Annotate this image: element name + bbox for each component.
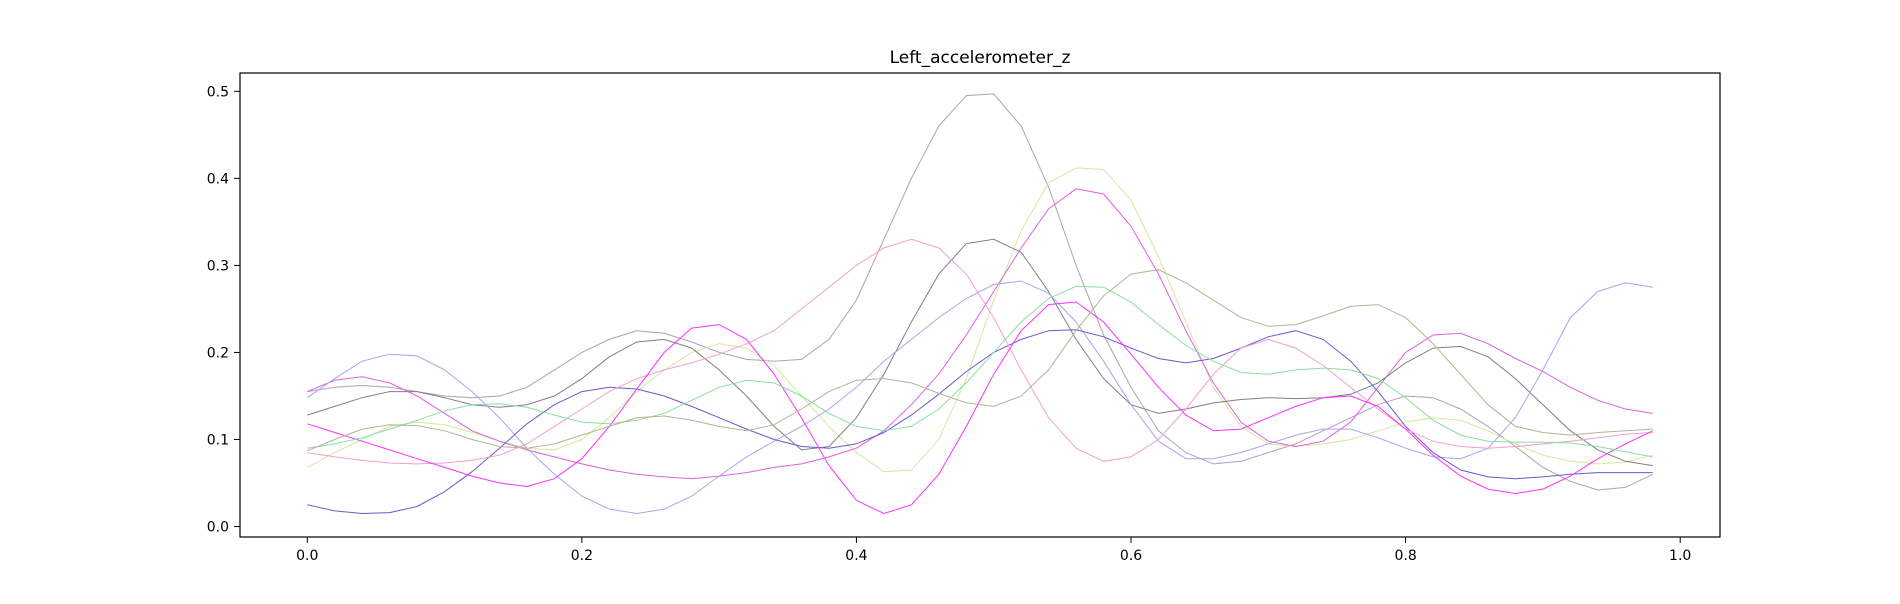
series-line-10 bbox=[307, 269, 1653, 452]
y-tick-label: 0.2 bbox=[207, 345, 229, 361]
y-tick-label: 0.0 bbox=[207, 520, 229, 536]
x-axis: 0.0 0.2 0.4 0.6 0.8 1.0 bbox=[296, 537, 1691, 564]
chart-title: Left_accelerometer_z bbox=[890, 48, 1071, 68]
series-line-7 bbox=[307, 238, 1653, 465]
series-line-8 bbox=[307, 301, 1653, 515]
series-line-9 bbox=[307, 285, 1653, 458]
x-tick-label: 1.0 bbox=[1669, 548, 1691, 564]
x-tick-label: 0.0 bbox=[296, 548, 318, 564]
series-line-5 bbox=[307, 280, 1653, 515]
x-tick-label: 0.4 bbox=[845, 548, 867, 564]
series-layer bbox=[307, 93, 1653, 515]
series-line-6 bbox=[307, 329, 1653, 515]
y-axis: 0.0 0.1 0.2 0.3 0.4 0.5 bbox=[207, 84, 240, 536]
y-tick-label: 0.3 bbox=[207, 258, 229, 274]
x-tick-label: 0.8 bbox=[1394, 548, 1416, 564]
plot-area-frame bbox=[239, 72, 1721, 538]
series-line-1 bbox=[307, 93, 1653, 491]
x-tick-label: 0.2 bbox=[571, 548, 593, 564]
series-line-2 bbox=[307, 167, 1653, 473]
series-line-4 bbox=[307, 238, 1653, 467]
y-tick-label: 0.4 bbox=[207, 171, 229, 187]
y-tick-label: 0.1 bbox=[207, 432, 229, 448]
y-tick-label: 0.5 bbox=[207, 84, 229, 100]
x-tick-label: 0.6 bbox=[1120, 548, 1142, 564]
series-line-3 bbox=[307, 188, 1653, 480]
